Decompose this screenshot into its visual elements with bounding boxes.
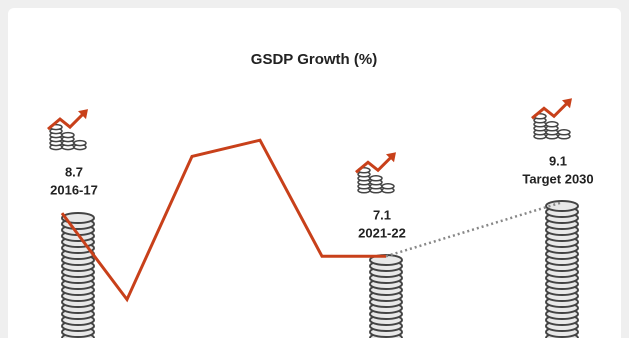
icon-coin xyxy=(369,175,383,182)
coin-stack xyxy=(61,212,95,338)
category-label: 2021-22 xyxy=(358,226,406,241)
icon-coin xyxy=(73,139,87,147)
value-label: 7.1 xyxy=(373,208,391,223)
growth-icon xyxy=(47,109,88,151)
card xyxy=(8,8,621,338)
value-label: 9.1 xyxy=(549,154,567,169)
coin xyxy=(61,212,95,224)
icon-arrowhead xyxy=(562,98,572,109)
projection-line xyxy=(385,201,563,258)
data-line xyxy=(60,138,386,303)
icon-coin xyxy=(557,129,571,136)
icon-coin xyxy=(545,121,559,128)
coin xyxy=(545,200,579,212)
icon-coin xyxy=(61,131,75,139)
chart-title: GSDP Growth (%) xyxy=(251,51,377,68)
growth-icon xyxy=(355,152,396,194)
coin-stack xyxy=(369,254,403,338)
coin-stack xyxy=(545,200,579,338)
icon-coin xyxy=(381,183,395,190)
icon-arrowhead xyxy=(78,109,88,120)
category-label: 2016-17 xyxy=(50,183,98,198)
value-label: 8.7 xyxy=(65,165,83,180)
icon-arrow xyxy=(531,101,570,120)
icon-arrow xyxy=(355,155,394,174)
growth-icon xyxy=(531,98,572,140)
category-label: Target 2030 xyxy=(522,172,593,187)
icon-arrow xyxy=(47,112,86,131)
icon-arrowhead xyxy=(386,152,396,163)
